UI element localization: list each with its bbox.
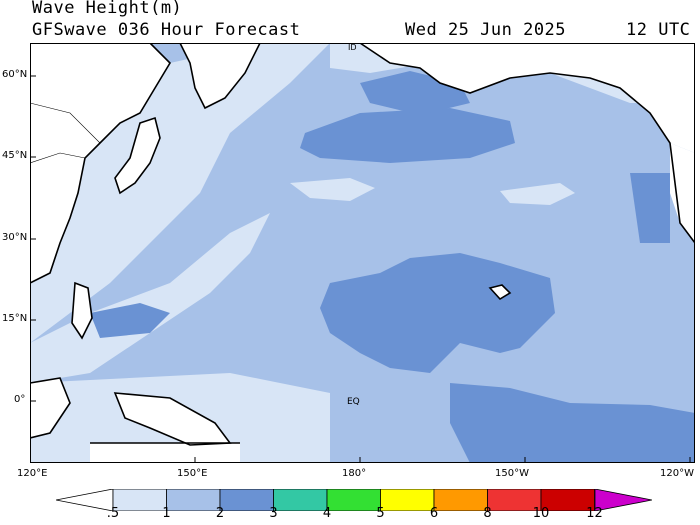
lon-label-150w: 150°W bbox=[495, 468, 529, 479]
landmass-asia bbox=[30, 43, 170, 283]
colorbar bbox=[56, 489, 652, 511]
colorbar-tick-label: 8 bbox=[483, 506, 492, 521]
colorbar-segment bbox=[219, 489, 274, 511]
landmass-japan bbox=[115, 118, 160, 193]
equator-label: EQ bbox=[347, 397, 360, 407]
colorbar-segment bbox=[166, 489, 221, 511]
colorbar-tick-label: 12 bbox=[586, 506, 603, 521]
lat-label-30n: 30°N bbox=[2, 232, 28, 243]
colorbar-segment bbox=[273, 489, 328, 511]
low-wave-band-northeast bbox=[500, 183, 575, 205]
colorbar-tick-label: 1 bbox=[162, 506, 171, 521]
map-frame bbox=[30, 43, 695, 463]
dateline-label: ID bbox=[348, 43, 357, 52]
colorbar-over-triangle bbox=[594, 489, 652, 511]
forecast-label: GFSwave 036 Hour Forecast bbox=[32, 20, 301, 40]
high-wave-zone-north-pacific bbox=[300, 108, 515, 163]
landmass-new-guinea bbox=[115, 393, 230, 445]
country-borders bbox=[30, 102, 101, 164]
high-wave-zone-central-pacific bbox=[320, 253, 555, 373]
landmass-borneo bbox=[30, 378, 70, 438]
lon-label-180: 180° bbox=[342, 468, 367, 479]
forecast-date: Wed 25 Jun 2025 bbox=[405, 20, 567, 40]
colorbar-tick-label: 10 bbox=[532, 506, 550, 521]
landmass-kamchatka bbox=[180, 43, 260, 108]
high-wave-zone-southeast bbox=[450, 383, 695, 463]
colorbar-segment bbox=[540, 489, 595, 511]
colorbar-tick-label: 5 bbox=[376, 506, 385, 521]
chart-title: Wave Height(m) bbox=[32, 0, 183, 18]
landmass-australia bbox=[90, 443, 240, 463]
colorbar-tick-label: 2 bbox=[215, 506, 225, 521]
colorbar-tick-label: 4 bbox=[322, 506, 332, 521]
lat-label-equator: 0° bbox=[14, 394, 26, 405]
forecast-time: 12 UTC bbox=[626, 20, 691, 40]
colorbar-segment bbox=[433, 489, 488, 511]
colorbar-tick-label: .5 bbox=[106, 506, 120, 521]
landmass-north-america bbox=[670, 143, 695, 243]
high-wave-zone-tropical-west bbox=[90, 303, 170, 338]
lat-label-60n: 60°N bbox=[2, 69, 28, 80]
colorbar-tick-label: 3 bbox=[269, 506, 278, 521]
low-wave-band-mid-pacific bbox=[290, 178, 375, 201]
low-wave-band-western-tropics bbox=[30, 213, 270, 383]
coastlines bbox=[30, 43, 695, 446]
colorbar-segment bbox=[112, 489, 167, 511]
landmass-alaska bbox=[360, 43, 695, 153]
colorbar-segment bbox=[326, 489, 381, 511]
high-wave-zone-northeast-coast bbox=[630, 173, 670, 243]
lat-label-45n: 45°N bbox=[2, 150, 28, 161]
lon-label-120e: 120°E bbox=[17, 468, 48, 479]
wave-height-map: ID EQ bbox=[30, 43, 695, 463]
colorbar-under-triangle bbox=[56, 489, 114, 511]
colorbar-tick-label: 6 bbox=[429, 506, 439, 521]
lon-label-120w: 120°W bbox=[660, 468, 694, 479]
lon-label-150e: 150°E bbox=[177, 468, 208, 479]
landmass-philippines bbox=[72, 283, 92, 338]
colorbar-segment bbox=[380, 489, 435, 511]
lat-label-15n: 15°N bbox=[2, 313, 28, 324]
